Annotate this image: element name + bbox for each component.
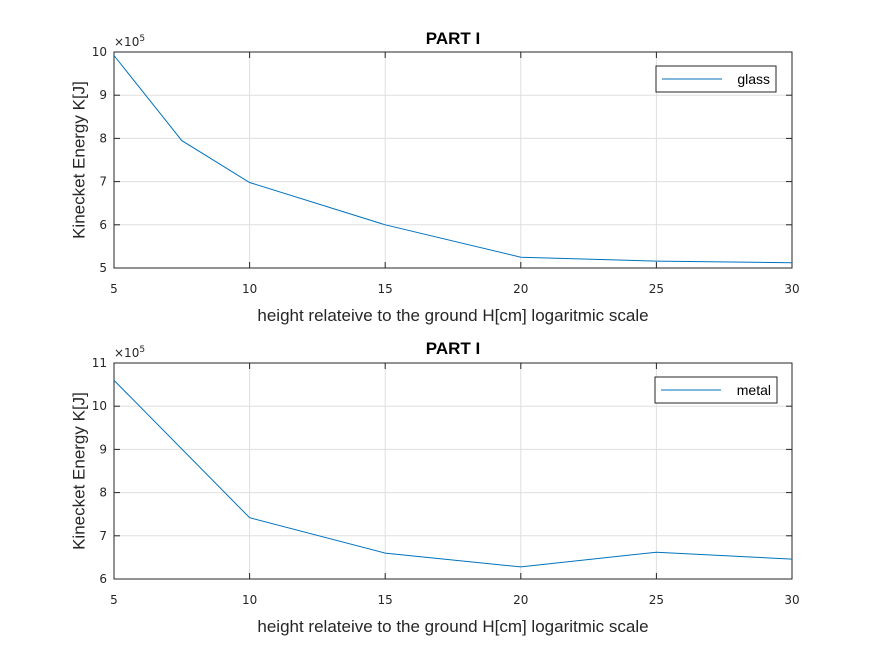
y-tick-label: 9 <box>99 88 107 102</box>
chart-title: PART I <box>426 339 480 358</box>
y-tick-label: 8 <box>99 131 107 145</box>
x-tick-label: 20 <box>513 593 528 607</box>
x-tick-label: 25 <box>649 593 664 607</box>
legend: glass <box>655 65 777 93</box>
y-tick-label: 6 <box>99 572 107 586</box>
axes-box <box>113 362 793 580</box>
x-tick-labels: 5 10 15 20 25 30 <box>110 282 799 296</box>
subplot-metal: 5 10 15 20 25 30 6 7 8 9 10 11 PART I height relat… <box>69 339 799 636</box>
x-tick-label: 30 <box>784 282 799 296</box>
y-tick-label: 10 <box>92 399 107 413</box>
x-tick-label: 15 <box>378 282 393 296</box>
x-tick-label: 5 <box>110 593 118 607</box>
x-tick-label: 25 <box>649 282 664 296</box>
y-tick-label: 5 <box>99 261 107 275</box>
y-axis-label: Kinecket Energy K[J] <box>69 392 88 550</box>
tick-marks <box>113 51 793 269</box>
exponent-power: 5 <box>139 345 145 355</box>
x-tick-label: 30 <box>784 593 799 607</box>
x-tick-label: 15 <box>378 593 393 607</box>
y-tick-label: 7 <box>99 175 107 189</box>
x-tick-label: 20 <box>513 282 528 296</box>
exponent-base: ×10 <box>114 35 139 49</box>
tick-marks <box>113 362 793 580</box>
y-tick-label: 9 <box>99 442 107 456</box>
axes-box <box>113 51 793 269</box>
subplot-glass: 5 10 15 20 25 30 5 6 7 8 9 10 PART I height relate… <box>69 29 799 325</box>
series-line-glass <box>113 55 793 264</box>
y-tick-labels: 6 7 8 9 10 11 <box>92 356 107 586</box>
legend: metal <box>654 376 778 404</box>
x-tick-labels: 5 10 15 20 25 30 <box>110 593 799 607</box>
exponent-base: ×10 <box>114 346 139 360</box>
y-exponent-label: ×105 <box>114 34 145 49</box>
x-axis-label: height relateive to the ground H[cm] log… <box>257 617 648 636</box>
series-line-metal <box>113 379 793 568</box>
x-tick-label: 10 <box>242 282 257 296</box>
y-tick-label: 6 <box>99 218 107 232</box>
y-tick-label: 10 <box>92 45 107 59</box>
y-tick-label: 8 <box>99 486 107 500</box>
x-tick-label: 10 <box>242 593 257 607</box>
x-tick-label: 5 <box>110 282 118 296</box>
y-exponent-label: ×105 <box>114 345 145 360</box>
y-tick-labels: 5 6 7 8 9 10 <box>92 45 107 275</box>
y-tick-label: 7 <box>99 529 107 543</box>
legend-label-glass: glass <box>737 71 770 87</box>
y-tick-label: 11 <box>92 356 107 370</box>
exponent-power: 5 <box>139 34 145 44</box>
chart-title: PART I <box>426 29 480 48</box>
legend-label-metal: metal <box>737 382 771 398</box>
y-axis-label: Kinecket Energy K[J] <box>69 81 88 239</box>
x-axis-label: height relateive to the ground H[cm] log… <box>257 306 648 325</box>
